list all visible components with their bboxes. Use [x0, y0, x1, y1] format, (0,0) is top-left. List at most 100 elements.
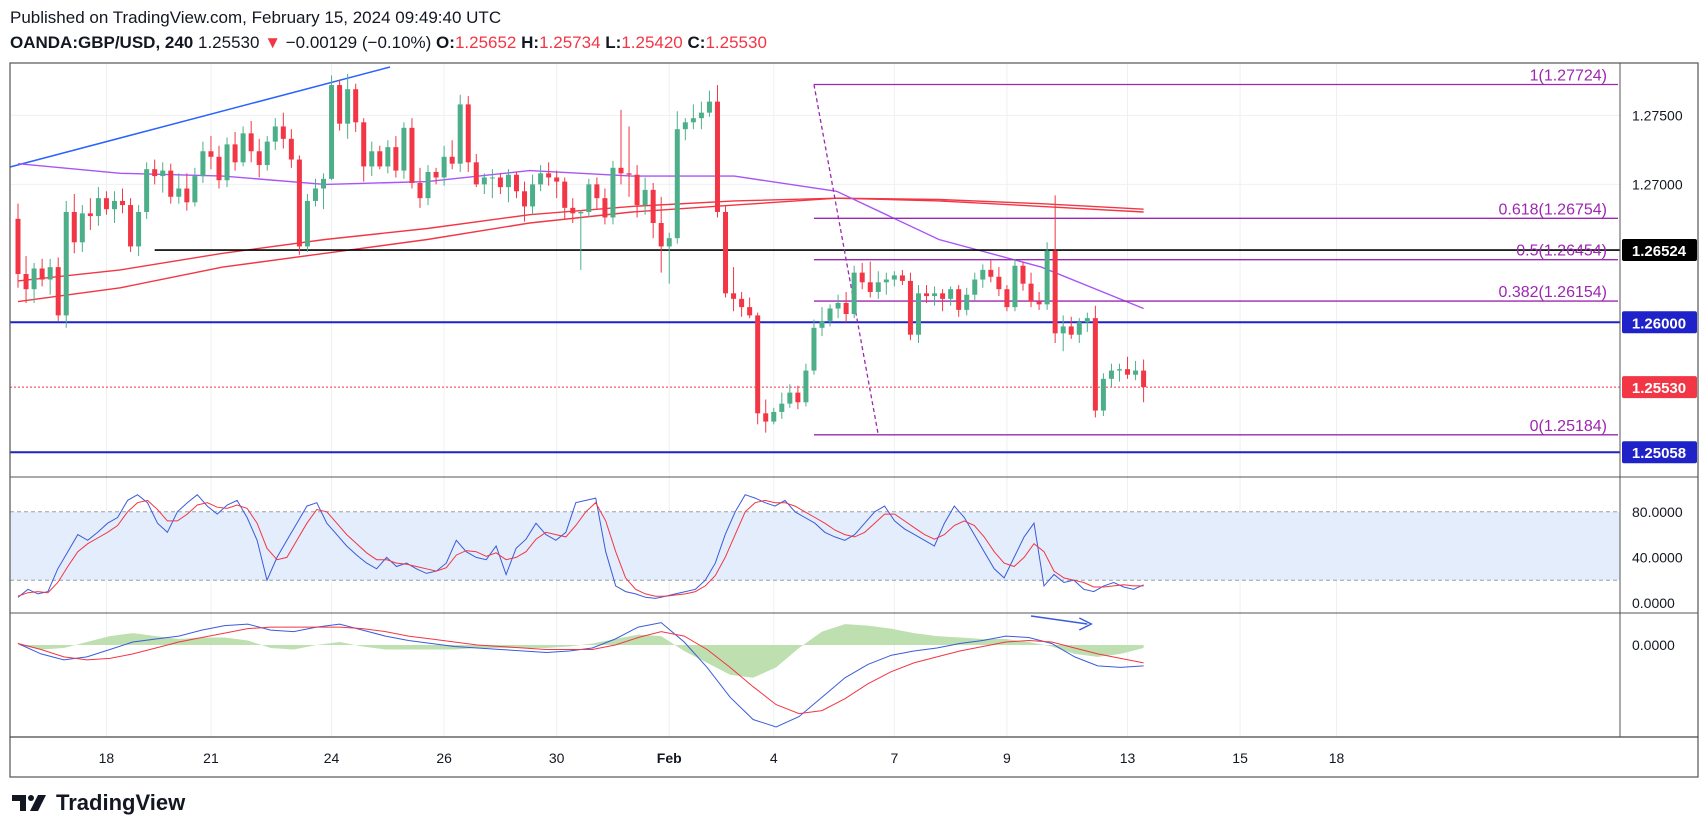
candle-body: [763, 413, 769, 422]
candle-body: [988, 269, 994, 277]
candle-body: [1100, 378, 1106, 411]
macd-tick-label: 0.0000: [1632, 637, 1675, 653]
candle-body: [554, 177, 560, 182]
candle-body: [522, 191, 528, 207]
price-label-text: 1.25530: [1632, 380, 1686, 397]
candle-body: [594, 184, 600, 199]
candle-body: [714, 101, 720, 212]
candle-body: [1141, 370, 1147, 388]
candle-body: [312, 188, 318, 201]
candle-body: [1108, 370, 1114, 379]
candle-body: [489, 177, 495, 179]
candle-body: [304, 200, 310, 247]
price-change: −0.00129 (−0.10%): [285, 33, 432, 52]
candle-body: [144, 169, 150, 212]
open-label: O:: [436, 33, 455, 52]
grid-lines: [10, 63, 1620, 737]
stochastic-tick-label: 80.0000: [1632, 504, 1683, 520]
open-value: 1.25652: [454, 33, 517, 52]
candle-body: [31, 268, 37, 290]
candle-body: [562, 181, 568, 208]
candle-body: [690, 118, 696, 123]
candle-body: [329, 85, 335, 179]
candle-body: [473, 162, 479, 185]
high-value: 1.25734: [539, 33, 601, 52]
candle-body: [546, 173, 552, 178]
candle-body: [377, 151, 383, 167]
x-tick-label: 30: [549, 750, 565, 766]
candle-body: [55, 267, 61, 316]
low-value: 1.25420: [621, 33, 683, 52]
candle-body: [650, 189, 656, 223]
stochastic-pane[interactable]: [10, 494, 1620, 599]
x-tick-label: 9: [1003, 750, 1011, 766]
tradingview-logo-icon: [12, 795, 46, 811]
candle-body: [47, 267, 53, 280]
candle-body: [1125, 369, 1131, 375]
candle-body: [1133, 370, 1139, 375]
candle-body: [71, 211, 77, 243]
candle-body: [1028, 283, 1034, 302]
candle-body: [497, 177, 503, 188]
axes: 18 21 24 26 30 Feb 4 7 9 13 15 18 1.27500 1.27000 1.26…: [9, 62, 1699, 778]
candle-body: [883, 279, 889, 283]
stochastic-band: [10, 511, 1620, 581]
fib-level-label: 1(1.27724): [1530, 68, 1607, 85]
candle-body: [216, 156, 222, 181]
fib-level-label: 0.618(1.26754): [1498, 201, 1607, 218]
change-arrow-icon: ▼: [264, 33, 282, 52]
symbol-name[interactable]: OANDA:GBP/USD, 240: [10, 33, 194, 52]
candle-body: [779, 403, 785, 412]
stochastic-k-line: [17, 494, 1144, 599]
candle-body: [530, 184, 536, 207]
candle-body: [972, 279, 978, 295]
fib-level-label: 0.5(1.26454): [1516, 243, 1607, 260]
candle-body: [940, 293, 946, 299]
candle-body: [111, 200, 117, 210]
y-tick-label: 1.27000: [1632, 176, 1683, 192]
candle-body: [666, 238, 672, 247]
candle-body: [658, 222, 664, 247]
candle-body: [385, 147, 391, 167]
candle-body: [168, 170, 174, 197]
macd-pane[interactable]: [17, 615, 1144, 728]
candle-body: [891, 275, 897, 280]
x-tick-label: 15: [1232, 750, 1248, 766]
candle-body: [321, 178, 327, 189]
candle-body: [771, 411, 777, 422]
price-label-text: 1.25058: [1632, 445, 1686, 462]
candle-body: [1052, 250, 1058, 334]
x-tick-label: Feb: [657, 750, 682, 766]
candle-body: [176, 188, 182, 197]
candle-body: [272, 126, 278, 142]
x-tick-label: 18: [99, 750, 115, 766]
candle-body: [843, 302, 849, 315]
candle-body: [827, 308, 833, 321]
price-pane[interactable]: 1(1.27724) 0.618(1.26754) 0.5(1.26454) 0.38…: [9, 66, 1620, 454]
candle-body: [755, 315, 761, 414]
candle-body: [1036, 301, 1042, 305]
candle-body: [795, 392, 801, 403]
candle-body: [39, 268, 45, 280]
stochastic-tick-label: 0.0000: [1632, 595, 1675, 611]
macd-signal-line: [17, 626, 1144, 715]
candle-body: [1092, 318, 1098, 411]
candle-body: [747, 307, 753, 316]
candle-body: [232, 144, 238, 163]
candle-body: [296, 159, 302, 247]
candle-body: [152, 169, 158, 177]
candle-body: [867, 282, 873, 292]
trend-line: [9, 66, 391, 168]
candle-body: [240, 133, 246, 163]
candle-body: [345, 89, 351, 124]
x-tick-label: 24: [324, 750, 340, 766]
candle-body: [361, 122, 367, 167]
candle-body: [811, 327, 817, 371]
candle-body: [280, 126, 286, 139]
candle-body: [964, 294, 970, 310]
macd-line: [17, 622, 1144, 728]
divergence-arrow-head: [1079, 617, 1093, 631]
candle-body: [208, 151, 214, 157]
candle-body: [425, 171, 431, 199]
